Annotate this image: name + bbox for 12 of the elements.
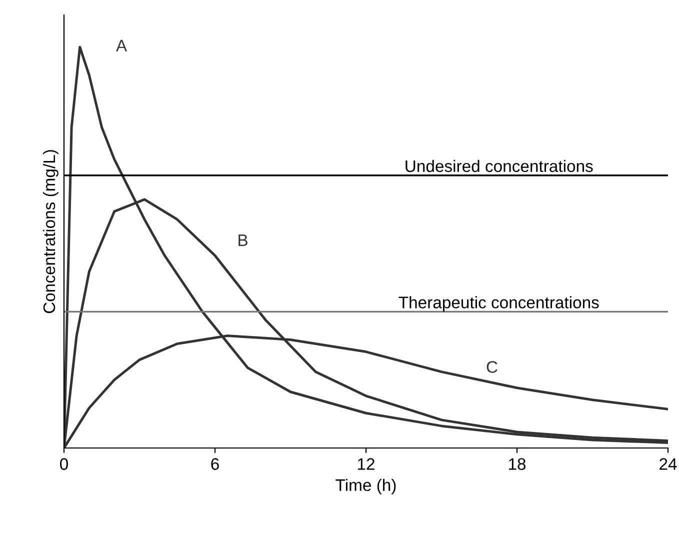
y-axis-title: Concentrations (mg/L) xyxy=(42,150,58,314)
x-tick-label: 24 xyxy=(660,458,677,470)
series-label: C xyxy=(486,361,498,373)
series-label: A xyxy=(116,40,128,52)
series-label: B xyxy=(238,234,248,246)
x-axis-title: Time (h) xyxy=(336,478,396,494)
x-tick-label: 6 xyxy=(211,458,219,470)
x-tick-label: 0 xyxy=(60,458,68,470)
x-tick-label: 12 xyxy=(358,458,374,470)
x-tick-label: 18 xyxy=(509,458,526,470)
ref-line-label: Therapeutic concentrations xyxy=(398,296,599,312)
ref-line-label: Undesired concentrations xyxy=(406,160,593,172)
